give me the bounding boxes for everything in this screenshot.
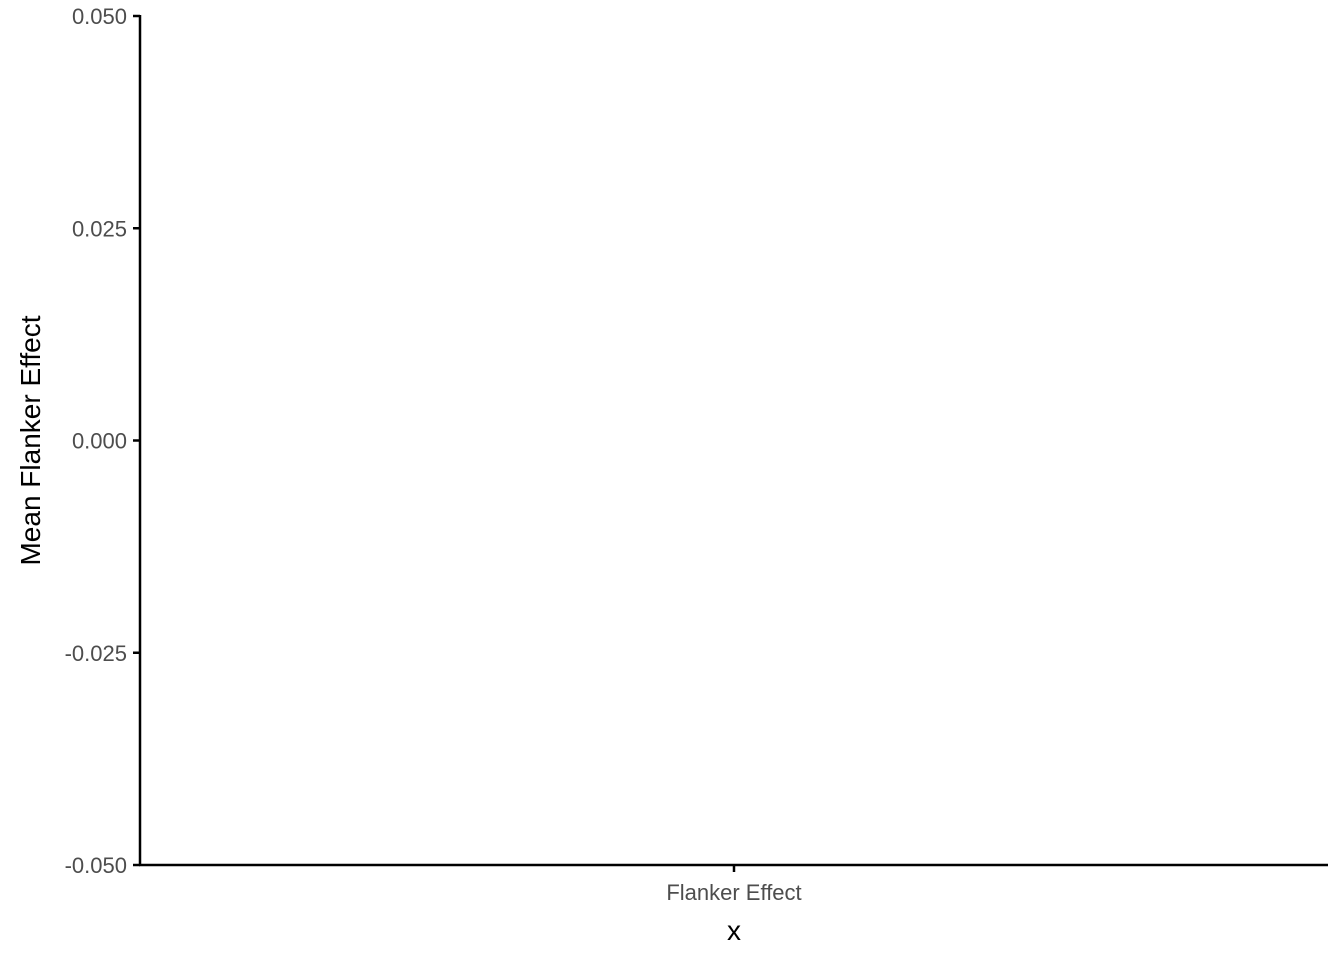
y-tick-label: 0.050 bbox=[72, 4, 127, 29]
x-axis-ticks: Flanker Effect bbox=[666, 865, 802, 905]
x-tick-label: Flanker Effect bbox=[666, 880, 801, 905]
y-axis-ticks: -0.050 -0.025 0.000 0.025 0.050 bbox=[65, 4, 140, 878]
y-tick-label: -0.025 bbox=[65, 641, 127, 666]
x-axis-title: x bbox=[727, 915, 741, 946]
y-tick-label: -0.050 bbox=[65, 853, 127, 878]
y-axis-title: Mean Flanker Effect bbox=[15, 315, 46, 565]
y-tick-label: 0.000 bbox=[72, 429, 127, 454]
y-tick-label: 0.025 bbox=[72, 216, 127, 241]
